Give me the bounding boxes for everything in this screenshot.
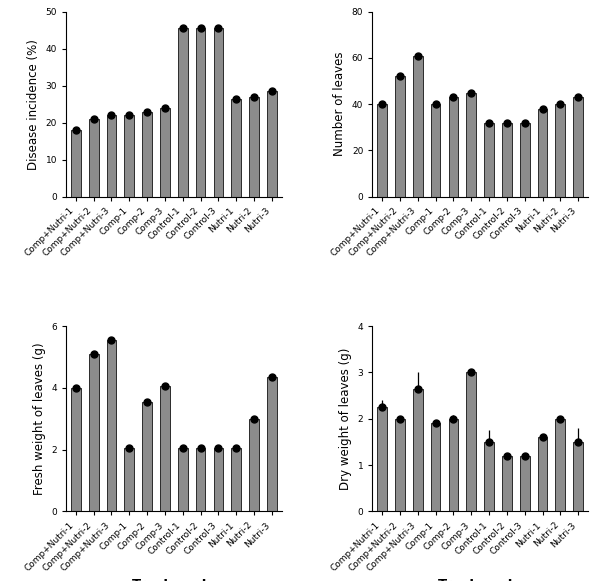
Bar (573, 97, 583, 197)
Y-axis label: Fresh weight of leaves (g): Fresh weight of leaves (g) (32, 342, 46, 495)
Bar (267, 377, 277, 511)
Bar (449, 97, 458, 197)
Bar (249, 97, 259, 197)
X-axis label: Treatments: Treatments (438, 578, 523, 581)
Bar (214, 448, 223, 511)
Bar (107, 115, 116, 197)
Bar (484, 123, 494, 197)
Bar (214, 28, 223, 197)
Bar (178, 28, 188, 197)
Bar (466, 92, 476, 197)
Bar (124, 448, 134, 511)
Bar (160, 108, 170, 197)
Bar (89, 354, 98, 511)
Bar (267, 91, 277, 197)
Bar (484, 442, 494, 511)
Bar (178, 448, 188, 511)
Bar (556, 104, 565, 197)
Bar (466, 372, 476, 511)
Bar (520, 123, 530, 197)
Bar (377, 104, 387, 197)
Bar (142, 402, 152, 511)
X-axis label: Treatments: Treatments (131, 578, 216, 581)
Bar (71, 388, 81, 511)
Bar (413, 389, 422, 511)
Bar (395, 419, 405, 511)
Y-axis label: Dry weight of leaves (g): Dry weight of leaves (g) (339, 347, 352, 490)
Bar (413, 56, 422, 197)
Bar (556, 419, 565, 511)
Bar (142, 112, 152, 197)
Bar (249, 419, 259, 511)
Y-axis label: Disease incidence (%): Disease incidence (%) (27, 39, 40, 170)
Bar (502, 456, 512, 511)
Bar (449, 419, 458, 511)
Bar (232, 448, 241, 511)
Bar (196, 448, 205, 511)
Bar (431, 104, 440, 197)
Y-axis label: Number of leaves: Number of leaves (333, 52, 346, 156)
Bar (538, 109, 547, 197)
Bar (124, 115, 134, 197)
Bar (89, 119, 98, 197)
Bar (395, 76, 405, 197)
Bar (107, 340, 116, 511)
Bar (573, 442, 583, 511)
Bar (232, 99, 241, 197)
Bar (431, 424, 440, 511)
Bar (71, 130, 81, 197)
Bar (502, 123, 512, 197)
Bar (520, 456, 530, 511)
Bar (196, 28, 205, 197)
Bar (538, 437, 547, 511)
Bar (377, 407, 387, 511)
Bar (160, 386, 170, 511)
